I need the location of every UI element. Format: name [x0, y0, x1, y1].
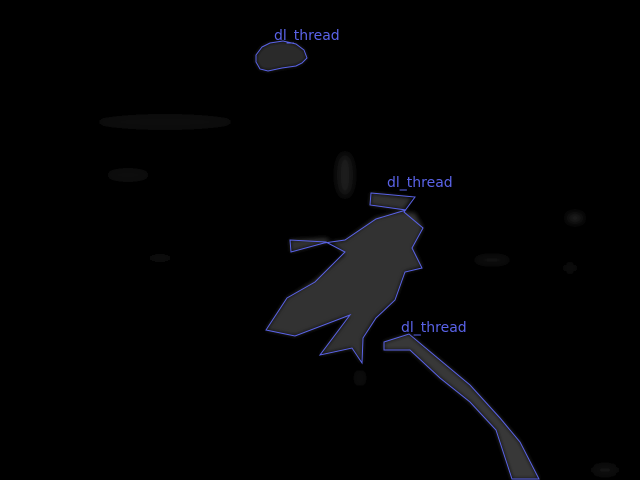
- region-1-outline: [255, 40, 308, 72]
- region-1-label: dl_thread: [274, 28, 340, 44]
- region-2-label: dl_thread: [387, 175, 453, 191]
- region-2-fill: [266, 193, 423, 363]
- annotation-region-3: dl_thread: [383, 320, 540, 480]
- annotation-region-2: dl_thread: [265, 175, 453, 365]
- annotation-region-1: dl_thread: [255, 28, 340, 72]
- region-3-fill: [384, 334, 539, 479]
- region-1-fill: [256, 41, 307, 71]
- region-2-outline: [265, 192, 424, 365]
- background-noise: [95, 114, 619, 475]
- region-3-label: dl_thread: [401, 320, 467, 336]
- region-3-outline: [383, 333, 540, 480]
